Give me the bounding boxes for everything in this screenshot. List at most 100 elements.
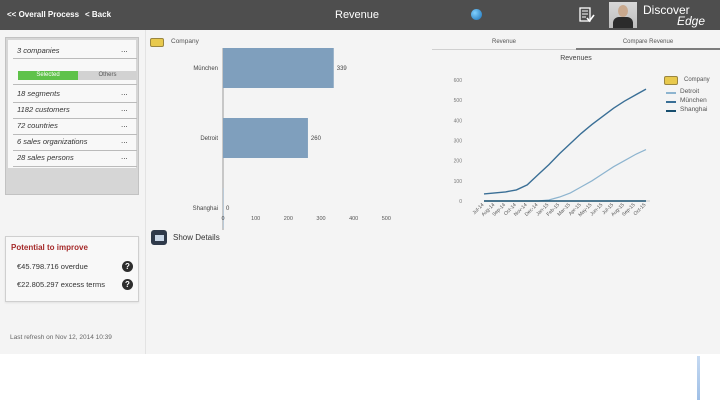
bar-chart-panel: Company München 339 Detroit 260 Shanghai 0 0 10… (147, 30, 430, 354)
legend-swatch (666, 92, 676, 94)
avatar-body (613, 17, 633, 28)
divider (13, 84, 137, 85)
help-icon[interactable]: ? (122, 261, 133, 272)
brand-line1: Discover (643, 3, 690, 17)
more-menu-icon[interactable]: ... (121, 45, 128, 54)
content-area: 3 companies ... Selected Others 18 segme… (0, 30, 720, 354)
legend-label: München (680, 97, 707, 104)
divider (13, 58, 137, 59)
bar-category-label: München (193, 66, 218, 72)
legend-title: Company (684, 77, 710, 83)
summary-row-text: 72 countries (17, 121, 58, 130)
bar-x-tick-label: 400 (349, 216, 358, 222)
scroll-handle[interactable] (697, 356, 700, 400)
selection-toggle[interactable]: Selected Others (18, 71, 137, 80)
series-line (484, 149, 647, 202)
legend-label: Shanghai (680, 106, 708, 113)
bar-x-tick-label: 200 (284, 216, 293, 222)
y-tick-label: 0 (459, 199, 462, 205)
brand-line2: Edge (677, 14, 706, 28)
y-tick-label: 600 (454, 78, 463, 84)
y-tick-label: 500 (454, 98, 463, 104)
y-tick-label: 100 (454, 179, 463, 185)
more-menu-icon[interactable]: ... (121, 152, 128, 161)
tasks-icon[interactable] (579, 7, 595, 23)
potential-panel: Potential to improve €45.798.716 overdue… (5, 236, 139, 302)
overdue-amount: €45.798.716 overdue (17, 262, 88, 271)
series-line (483, 88, 647, 195)
chart-tabs: Revenue Compare Revenue (432, 38, 720, 50)
more-menu-icon[interactable]: ... (121, 88, 128, 97)
tab-compare-revenue[interactable]: Compare Revenue (576, 38, 720, 50)
summary-row-text: 6 sales organizations (17, 137, 88, 146)
user-avatar[interactable] (609, 2, 637, 28)
bar-x-tick-label: 100 (251, 216, 260, 222)
legend-label: Detroit (680, 88, 700, 95)
filter-icon[interactable] (150, 38, 164, 47)
toggle-others-option[interactable]: Others (78, 71, 137, 80)
show-details-label: Show Details (173, 233, 220, 242)
divider (13, 118, 137, 119)
summary-row-sales-persons[interactable]: 28 sales persons ... (8, 151, 136, 165)
company-filter-label: Company (171, 38, 199, 45)
y-tick-label: 400 (454, 118, 463, 124)
summary-row-customers[interactable]: 1182 customers ... (8, 103, 136, 117)
bar (223, 188, 224, 228)
divider (13, 134, 137, 135)
overall-process-link[interactable]: << Overall Process (7, 10, 80, 19)
y-tick-label: 300 (454, 139, 463, 145)
legend-item[interactable]: München (664, 97, 720, 106)
divider (13, 150, 137, 151)
globe-icon[interactable] (471, 9, 482, 20)
summary-row-sales-organizations[interactable]: 6 sales organizations ... (8, 135, 136, 149)
x-tick-label: Oct-15 (633, 202, 648, 217)
line-chart-panel: Revenue Compare Revenue Revenues 0 100 200 3… (432, 30, 720, 354)
more-menu-icon[interactable]: ... (121, 136, 128, 145)
y-tick-label: 200 (454, 159, 463, 165)
summary-list: 3 companies ... Selected Others 18 segme… (8, 40, 137, 168)
avatar-head (618, 5, 628, 17)
summary-row-countries[interactable]: 72 countries ... (8, 119, 136, 133)
more-menu-icon[interactable]: ... (121, 104, 128, 113)
legend-filter-icon[interactable] (664, 76, 678, 85)
legend-item[interactable]: Shanghai (664, 106, 720, 115)
excess-terms-amount: €22.805.297 excess terms (17, 280, 105, 289)
bar (223, 48, 334, 88)
bar-value-label: 339 (337, 66, 348, 72)
bar-value-label: 260 (311, 136, 322, 142)
summary-row-text: 18 segments (17, 89, 60, 98)
summary-row-text: 28 sales persons (17, 153, 74, 162)
left-column: 3 companies ... Selected Others 18 segme… (0, 30, 146, 354)
bar-x-tick-label: 0 (221, 216, 224, 222)
bar-x-tick-label: 300 (316, 216, 325, 222)
tab-revenue[interactable]: Revenue (432, 38, 576, 50)
details-icon (151, 230, 167, 245)
help-icon[interactable]: ? (122, 279, 133, 290)
divider (13, 102, 137, 103)
potential-title: Potential to improve (11, 243, 88, 252)
back-link[interactable]: < Back (85, 10, 112, 19)
divider (13, 166, 137, 167)
summary-row-text: 1182 customers (17, 105, 70, 114)
bar-value-label: 0 (226, 206, 230, 212)
page-title: Revenue (335, 9, 380, 21)
header-bar: << Overall Process < Back Revenue Discov… (0, 0, 720, 30)
summary-row-companies[interactable]: 3 companies ... (8, 44, 136, 58)
bar-category-label: Detroit (200, 136, 218, 142)
summary-row-text: 3 companies (17, 46, 60, 55)
legend-swatch (666, 110, 676, 112)
line-chart-title: Revenues (560, 55, 592, 62)
show-details-button[interactable]: Show Details (151, 230, 261, 246)
legend-item[interactable]: Detroit (664, 88, 720, 97)
toggle-selected-option[interactable]: Selected (18, 71, 78, 80)
bar-category-label: Shanghai (193, 206, 218, 212)
summary-row-segments[interactable]: 18 segments ... (8, 87, 136, 101)
more-menu-icon[interactable]: ... (121, 120, 128, 129)
summary-panel: 3 companies ... Selected Others 18 segme… (5, 37, 139, 195)
bar (223, 118, 308, 158)
last-refresh-text: Last refresh on Nov 12, 2014 10:39 (10, 334, 112, 341)
line-chart: Revenues0100200300400500600Jul-14Aug-14S… (454, 55, 650, 218)
brand-logo: Discover Edge (643, 3, 705, 27)
